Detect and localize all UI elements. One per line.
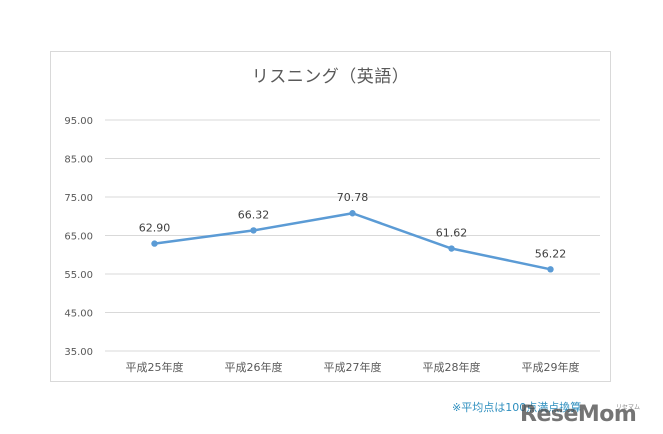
resemom-watermark-logo: ReseMom リセマム: [520, 400, 658, 430]
x-category-label: 平成28年度: [423, 360, 481, 374]
series-line: [153, 211, 552, 271]
data-label: 70.78: [337, 191, 369, 204]
logo-kana: リセマム: [616, 404, 641, 411]
data-point: [547, 266, 554, 273]
data-labels: 62.90 66.32 70.78 61.62 56.22: [139, 191, 567, 260]
chart-title: リスニング（英語）: [251, 67, 410, 87]
y-tick-label: 75.00: [64, 193, 93, 204]
series-line-layer: [153, 211, 552, 271]
data-label: 61.62: [436, 227, 468, 240]
footnote: ※平均点は100点満点換算: [452, 401, 582, 414]
logo-text: ReseMom: [520, 402, 637, 427]
x-category-label: 平成25年度: [126, 360, 184, 374]
y-tick-label: 45.00: [64, 309, 93, 320]
data-point: [349, 210, 356, 217]
data-points: [151, 210, 554, 273]
x-category-label: 平成26年度: [225, 360, 283, 374]
gridlines: [105, 119, 600, 352]
data-point: [151, 240, 158, 247]
y-tick-label: 65.00: [64, 232, 93, 243]
y-axis-tick-labels: 95.00 85.00 75.00 65.00 55.00 45.00 35.00: [64, 116, 93, 358]
x-category-label: 平成29年度: [522, 360, 580, 374]
data-point: [250, 227, 257, 234]
y-tick-label: 55.00: [64, 270, 93, 281]
y-tick-label: 95.00: [64, 116, 93, 127]
data-label: 66.32: [238, 208, 270, 221]
x-axis-category-labels: 平成25年度 平成26年度 平成27年度 平成28年度 平成29年度: [126, 360, 580, 374]
data-label: 56.22: [535, 247, 567, 260]
data-point: [448, 245, 455, 252]
y-tick-label: 35.00: [64, 347, 93, 358]
x-category-label: 平成27年度: [324, 360, 382, 374]
y-tick-label: 85.00: [64, 155, 93, 166]
data-label: 62.90: [139, 222, 171, 235]
